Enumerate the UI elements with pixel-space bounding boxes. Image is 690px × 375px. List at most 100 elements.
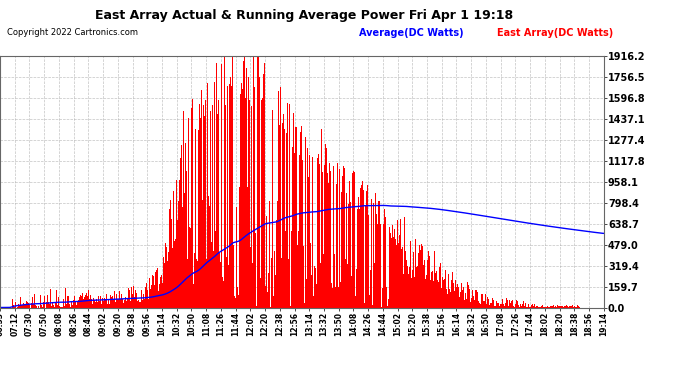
- Bar: [325, 144, 326, 308]
- Bar: [197, 261, 198, 308]
- Bar: [204, 116, 205, 308]
- Bar: [147, 290, 148, 308]
- Bar: [373, 216, 375, 308]
- Bar: [219, 79, 221, 308]
- Bar: [337, 163, 338, 308]
- Bar: [488, 300, 489, 307]
- Bar: [299, 155, 300, 308]
- Bar: [353, 171, 354, 308]
- Text: Copyright 2022 Cartronics.com: Copyright 2022 Cartronics.com: [7, 28, 138, 37]
- Bar: [271, 258, 272, 308]
- Bar: [554, 307, 555, 308]
- Bar: [420, 251, 421, 308]
- Bar: [63, 299, 64, 307]
- Bar: [232, 56, 233, 308]
- Bar: [176, 180, 177, 308]
- Bar: [214, 82, 215, 308]
- Bar: [277, 122, 279, 308]
- Bar: [88, 290, 89, 308]
- Bar: [440, 278, 442, 308]
- Bar: [190, 142, 191, 308]
- Bar: [493, 300, 494, 307]
- Bar: [86, 294, 87, 308]
- Bar: [428, 252, 429, 308]
- Bar: [333, 165, 334, 308]
- Bar: [391, 238, 392, 308]
- Bar: [454, 291, 455, 308]
- Bar: [77, 302, 78, 307]
- Bar: [265, 286, 266, 308]
- Bar: [417, 266, 418, 308]
- Bar: [181, 207, 183, 308]
- Bar: [148, 299, 149, 307]
- Bar: [397, 220, 398, 308]
- Bar: [155, 272, 156, 308]
- Bar: [43, 302, 44, 307]
- Bar: [75, 302, 76, 307]
- Bar: [356, 268, 357, 308]
- Bar: [517, 301, 518, 307]
- Bar: [165, 243, 166, 308]
- Bar: [25, 305, 26, 308]
- Bar: [492, 298, 493, 307]
- Bar: [107, 304, 108, 307]
- Bar: [351, 276, 352, 308]
- Bar: [342, 176, 343, 308]
- Bar: [108, 300, 109, 307]
- Bar: [229, 84, 230, 308]
- Bar: [166, 247, 167, 308]
- Bar: [511, 301, 512, 307]
- Bar: [462, 290, 463, 308]
- Bar: [231, 86, 232, 308]
- Bar: [380, 224, 381, 308]
- Bar: [260, 278, 261, 308]
- Bar: [239, 187, 240, 308]
- Bar: [202, 200, 203, 308]
- Bar: [468, 285, 469, 308]
- Bar: [355, 296, 356, 307]
- Bar: [394, 229, 395, 308]
- Bar: [130, 301, 131, 307]
- Bar: [522, 304, 523, 307]
- Bar: [186, 110, 188, 308]
- Bar: [180, 158, 181, 308]
- Bar: [185, 143, 186, 308]
- Bar: [275, 274, 276, 308]
- Bar: [308, 177, 309, 308]
- Bar: [500, 304, 501, 307]
- Bar: [306, 279, 307, 308]
- Bar: [476, 290, 477, 308]
- Bar: [497, 303, 499, 307]
- Bar: [53, 305, 54, 308]
- Bar: [65, 288, 66, 308]
- Bar: [105, 299, 106, 307]
- Bar: [392, 225, 393, 308]
- Bar: [568, 307, 569, 308]
- Bar: [509, 300, 510, 307]
- Bar: [222, 278, 223, 308]
- Bar: [100, 296, 101, 307]
- Bar: [173, 191, 174, 308]
- Bar: [410, 241, 411, 308]
- Bar: [495, 306, 496, 308]
- Bar: [398, 243, 399, 308]
- Bar: [70, 298, 71, 307]
- Bar: [253, 56, 255, 308]
- Bar: [139, 302, 140, 307]
- Bar: [296, 128, 297, 308]
- Bar: [396, 244, 397, 308]
- Bar: [193, 284, 194, 308]
- Bar: [534, 304, 535, 307]
- Bar: [152, 276, 154, 308]
- Bar: [102, 298, 103, 307]
- Bar: [20, 297, 21, 307]
- Bar: [171, 219, 172, 308]
- Bar: [515, 304, 516, 307]
- Bar: [199, 257, 200, 307]
- Bar: [127, 298, 128, 307]
- Bar: [156, 270, 157, 308]
- Bar: [95, 300, 97, 307]
- Bar: [162, 283, 164, 308]
- Bar: [113, 300, 114, 307]
- Bar: [52, 302, 53, 307]
